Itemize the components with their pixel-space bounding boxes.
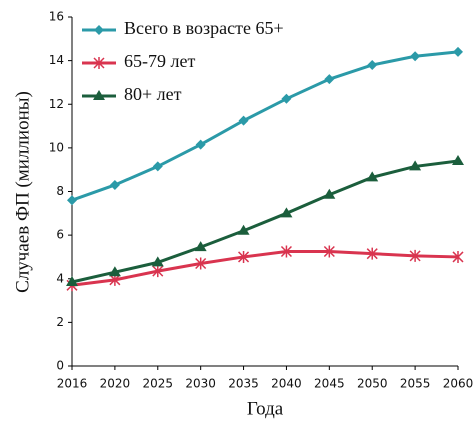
y-tick-label: 14 — [49, 53, 64, 67]
y-tick-label: 4 — [56, 271, 64, 285]
marker — [152, 161, 163, 172]
marker — [109, 179, 120, 190]
marker — [281, 93, 292, 104]
marker — [453, 46, 463, 57]
y-axis-label: Случаев ФП (миллионы) — [12, 91, 33, 293]
marker — [366, 171, 379, 182]
marker — [280, 207, 293, 218]
marker — [67, 195, 77, 206]
x-tick-label: 2016 — [57, 377, 88, 391]
series-line — [71, 50, 459, 202]
marker — [194, 241, 207, 252]
marker — [151, 256, 164, 267]
marker — [195, 139, 206, 150]
x-tick-label: 2030 — [185, 377, 216, 391]
marker — [324, 74, 335, 85]
marker — [195, 257, 207, 270]
legend-label: 65-79 лет — [124, 51, 195, 71]
series-line — [71, 159, 459, 284]
x-tick-label: 2020 — [100, 377, 131, 391]
marker — [66, 276, 78, 287]
marker — [237, 224, 250, 235]
series-line — [71, 249, 459, 287]
x-tick-label: 2025 — [143, 377, 174, 391]
marker — [409, 160, 422, 171]
marker — [410, 51, 421, 62]
marker — [452, 154, 464, 165]
marker — [452, 250, 464, 263]
marker — [152, 265, 164, 278]
marker — [94, 25, 104, 35]
y-tick-label: 12 — [49, 97, 64, 111]
y-tick-label: 0 — [56, 359, 64, 373]
marker — [323, 188, 336, 199]
legend-label: 80+ лет — [124, 84, 182, 104]
x-tick-label: 2050 — [357, 377, 388, 391]
y-tick-label: 16 — [49, 10, 64, 24]
y-tick-label: 2 — [56, 315, 64, 329]
x-tick-label: 2035 — [228, 377, 259, 391]
x-tick-label: 2045 — [314, 377, 345, 391]
marker — [93, 57, 105, 69]
x-tick-label: 2060 — [443, 377, 473, 391]
marker — [366, 247, 378, 260]
x-tick-label: 2055 — [400, 377, 431, 391]
marker — [93, 90, 105, 100]
marker — [108, 266, 121, 277]
y-tick-label: 10 — [49, 140, 64, 154]
y-tick-label: 6 — [56, 228, 64, 242]
marker — [280, 245, 292, 258]
x-axis-label: Года — [247, 398, 284, 419]
marker — [238, 115, 249, 126]
marker — [238, 250, 250, 263]
marker — [323, 245, 335, 258]
marker — [367, 59, 378, 70]
x-tick-label: 2040 — [271, 377, 302, 391]
legend-label: Всего в возрасте 65+ — [124, 18, 284, 38]
marker — [409, 249, 421, 262]
y-tick-label: 8 — [56, 184, 64, 198]
